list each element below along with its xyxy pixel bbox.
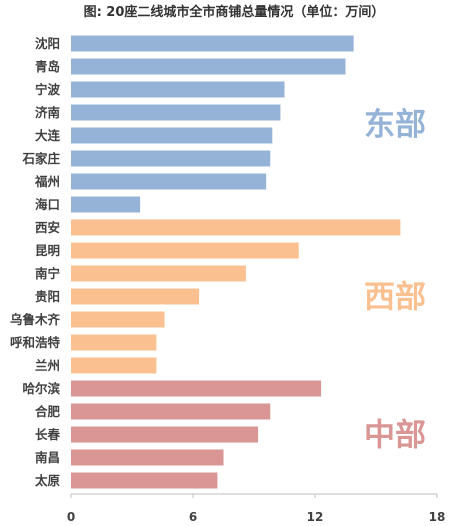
- category-label: 海口: [35, 197, 60, 212]
- category-label: 沈阳: [35, 36, 60, 51]
- chart-title: 图: 20座二线城市全市商铺总量情况（单位：万间）: [84, 4, 385, 20]
- category-label: 兰州: [35, 358, 60, 373]
- category-label: 太原: [35, 473, 61, 488]
- category-label: 福州: [34, 174, 60, 189]
- category-label: 乌鲁木齐: [10, 312, 61, 327]
- bar-19: [71, 449, 224, 466]
- bar-9: [71, 219, 401, 236]
- bar-18: [71, 426, 259, 443]
- x-axis-ticks: 0 6 12 18: [67, 494, 446, 524]
- x-tick-label: 18: [429, 510, 446, 524]
- bars-group: [71, 35, 401, 489]
- bar-14: [71, 334, 157, 351]
- category-label: 长春: [35, 427, 61, 442]
- bar-6: [71, 150, 271, 167]
- category-label: 石家庄: [21, 151, 60, 166]
- bar-20: [71, 472, 218, 489]
- bar-7: [71, 173, 267, 190]
- category-label: 呼和浩特: [10, 335, 61, 350]
- category-label: 宁波: [35, 82, 61, 97]
- x-tick-label: 12: [307, 510, 324, 524]
- category-labels: 沈阳青岛宁波济南大连石家庄福州海口西安昆明南宁贵阳乌鲁木齐呼和浩特兰州哈尔滨合肥…: [10, 36, 61, 488]
- category-label: 大连: [35, 128, 61, 143]
- bar-3: [71, 81, 285, 98]
- x-tick-label: 0: [67, 510, 75, 524]
- category-label: 贵阳: [35, 289, 60, 304]
- bar-2: [71, 58, 346, 75]
- bar-10: [71, 242, 299, 259]
- bar-13: [71, 311, 165, 328]
- bar-4: [71, 104, 281, 121]
- category-label: 南昌: [35, 450, 60, 465]
- bar-12: [71, 288, 200, 305]
- region-label: 西部: [364, 280, 426, 316]
- x-tick-label: 6: [189, 510, 197, 524]
- bar-15: [71, 357, 157, 374]
- bar-8: [71, 196, 141, 213]
- bar-1: [71, 35, 354, 52]
- bar-16: [71, 380, 322, 397]
- bar-17: [71, 403, 271, 420]
- region-label: 中部: [364, 418, 426, 454]
- category-label: 合肥: [35, 404, 61, 419]
- category-label: 济南: [35, 105, 61, 120]
- category-label: 昆明: [35, 243, 60, 258]
- bar-5: [71, 127, 273, 144]
- category-label: 哈尔滨: [22, 381, 60, 396]
- bar-11: [71, 265, 246, 282]
- category-label: 南宁: [35, 266, 60, 281]
- category-label: 青岛: [35, 59, 60, 74]
- region-label: 东部: [364, 107, 426, 143]
- category-label: 西安: [35, 220, 60, 235]
